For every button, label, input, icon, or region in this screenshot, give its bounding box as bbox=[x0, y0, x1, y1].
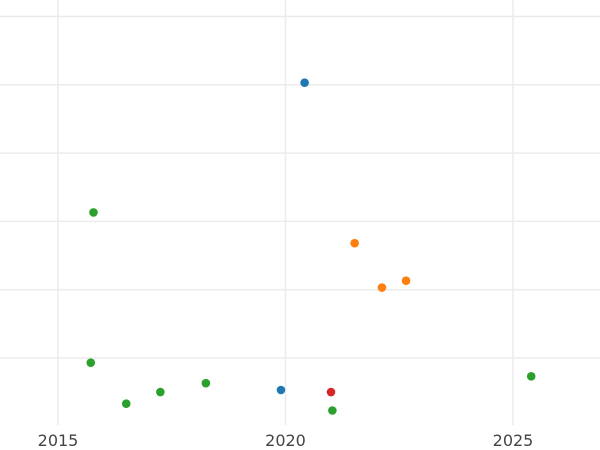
x-tick-label: 2025 bbox=[493, 431, 534, 450]
data-point bbox=[276, 385, 286, 395]
data-point bbox=[89, 208, 98, 217]
data-point bbox=[86, 358, 96, 367]
data-point bbox=[526, 372, 536, 381]
data-point bbox=[156, 387, 165, 397]
x-tick-label: 2015 bbox=[38, 431, 79, 450]
x-tick-label: 2020 bbox=[265, 431, 306, 450]
data-point bbox=[201, 378, 211, 388]
data-point bbox=[377, 283, 387, 292]
data-point bbox=[350, 238, 359, 248]
data-point bbox=[401, 276, 411, 286]
data-point bbox=[326, 387, 336, 397]
x-tick-labels: 2015 2020 2025 bbox=[38, 431, 534, 450]
data-point bbox=[300, 78, 309, 87]
data-point bbox=[328, 406, 337, 415]
data-point bbox=[121, 399, 131, 408]
y-gridlines bbox=[0, 15, 600, 359]
x-gridlines bbox=[57, 0, 514, 425]
data-points bbox=[86, 78, 536, 415]
